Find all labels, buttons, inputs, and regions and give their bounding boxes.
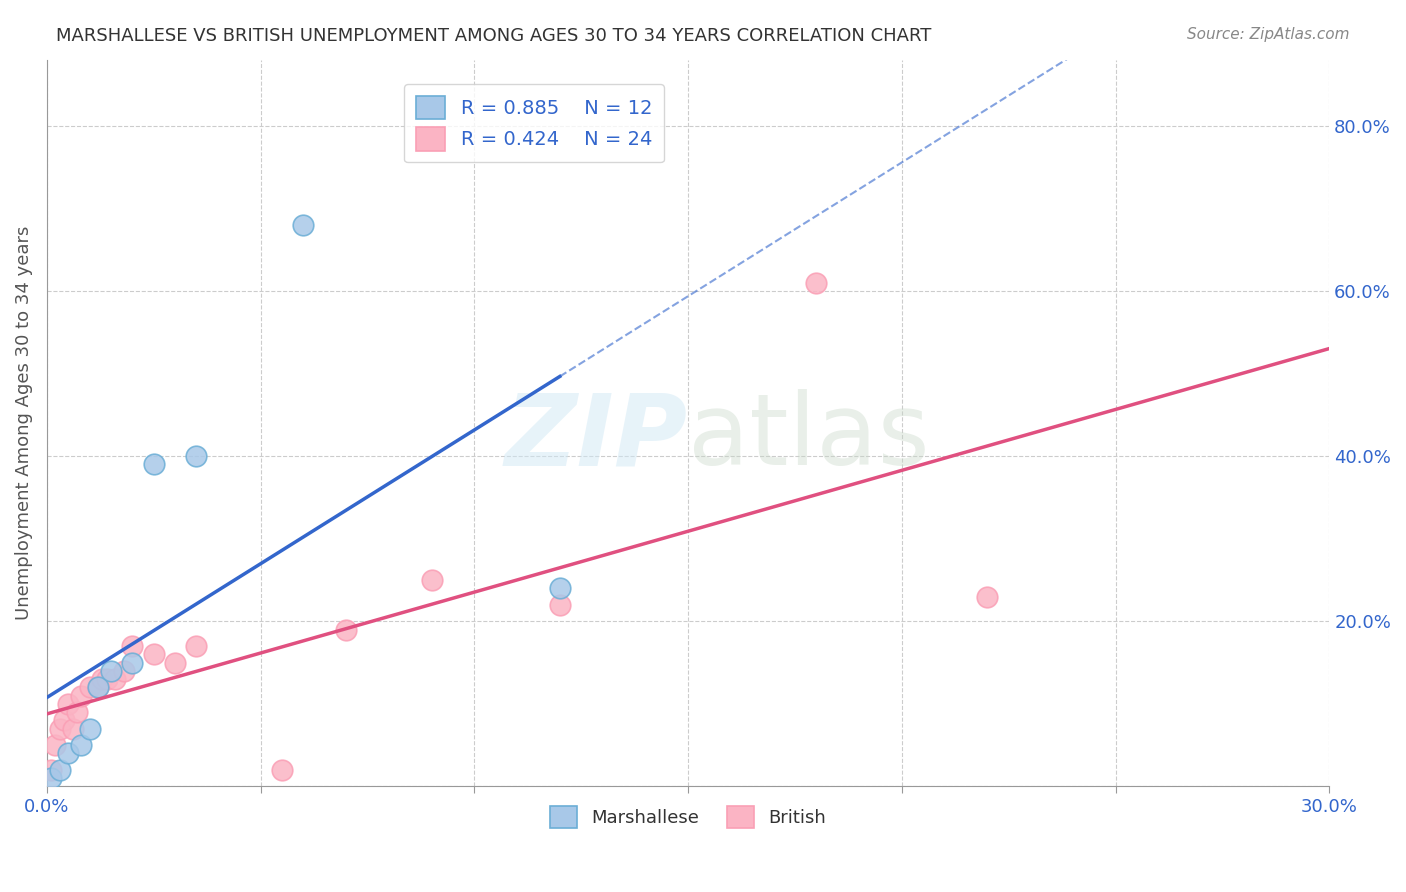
Point — [104, 672, 127, 686]
Point — [87, 681, 110, 695]
Point — [91, 672, 114, 686]
Point — [48, 763, 70, 777]
Point — [142, 648, 165, 662]
Legend: Marshallese, British: Marshallese, British — [543, 799, 834, 836]
Point — [292, 218, 315, 232]
Point — [100, 664, 122, 678]
Point — [271, 763, 294, 777]
Point — [87, 681, 110, 695]
Point — [121, 639, 143, 653]
Point — [66, 705, 89, 719]
Point — [53, 714, 76, 728]
Point — [39, 763, 62, 777]
Text: ZIP: ZIP — [505, 389, 688, 486]
Point — [62, 722, 84, 736]
Point — [165, 656, 187, 670]
Point — [548, 598, 571, 612]
Point — [420, 573, 443, 587]
Text: atlas: atlas — [688, 389, 929, 486]
Point — [79, 722, 101, 736]
Point — [112, 664, 135, 678]
Text: Source: ZipAtlas.com: Source: ZipAtlas.com — [1187, 27, 1350, 42]
Point — [70, 689, 93, 703]
Point — [121, 656, 143, 670]
Point — [44, 738, 66, 752]
Text: MARSHALLESE VS BRITISH UNEMPLOYMENT AMONG AGES 30 TO 34 YEARS CORRELATION CHART: MARSHALLESE VS BRITISH UNEMPLOYMENT AMON… — [56, 27, 932, 45]
Point — [70, 738, 93, 752]
Point — [186, 449, 208, 463]
Point — [976, 590, 998, 604]
Point — [39, 771, 62, 785]
Point — [186, 639, 208, 653]
Point — [58, 697, 80, 711]
Point — [806, 276, 828, 290]
Point — [335, 623, 357, 637]
Point — [58, 747, 80, 761]
Point — [96, 672, 118, 686]
Point — [48, 722, 70, 736]
Point — [548, 581, 571, 595]
Y-axis label: Unemployment Among Ages 30 to 34 years: Unemployment Among Ages 30 to 34 years — [15, 226, 32, 620]
Point — [79, 681, 101, 695]
Point — [142, 458, 165, 472]
